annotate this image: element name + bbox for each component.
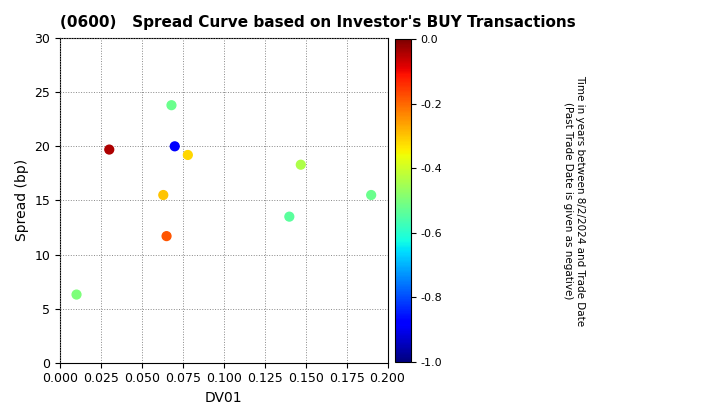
X-axis label: DV01: DV01	[205, 391, 243, 405]
Point	[284, 213, 295, 220]
Point	[182, 152, 194, 158]
Text: (0600)   Spread Curve based on Investor's BUY Transactions: (0600) Spread Curve based on Investor's …	[60, 15, 576, 30]
Point	[366, 192, 377, 198]
Point	[295, 161, 307, 168]
Y-axis label: Time in years between 8/2/2024 and Trade Date
(Past Trade Date is given as negat: Time in years between 8/2/2024 and Trade…	[563, 75, 585, 326]
Point	[104, 146, 115, 153]
Point	[158, 192, 169, 198]
Point	[161, 233, 172, 239]
Y-axis label: Spread (bp): Spread (bp)	[15, 159, 29, 242]
Point	[169, 143, 181, 150]
Point	[71, 291, 82, 298]
Point	[166, 102, 177, 108]
